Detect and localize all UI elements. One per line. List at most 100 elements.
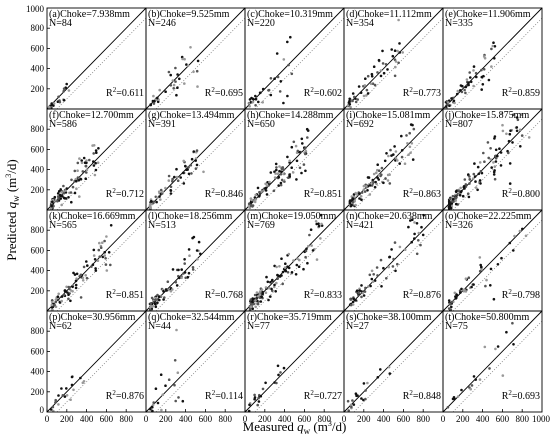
panel-n-count: N=421: [346, 220, 374, 231]
point: [253, 393, 256, 397]
point: [169, 189, 173, 192]
point: [492, 173, 496, 176]
point: [275, 166, 278, 169]
point: [527, 136, 531, 139]
point: [413, 237, 416, 240]
point: [277, 184, 281, 187]
point: [54, 298, 58, 302]
point: [467, 81, 470, 84]
point: [375, 171, 378, 175]
point: [317, 224, 321, 228]
panel-n-count: N=354: [346, 18, 374, 29]
point: [349, 303, 353, 307]
x-axis-label: Measured qw (m3/d): [243, 419, 347, 436]
point: [70, 200, 73, 204]
point: [467, 173, 470, 176]
point: [257, 400, 261, 403]
point: [169, 192, 173, 195]
panel-frame: [442, 310, 543, 413]
point: [155, 200, 158, 204]
point: [149, 200, 153, 203]
point: [51, 200, 54, 204]
point: [65, 394, 69, 397]
point: [375, 266, 379, 269]
point: [394, 60, 398, 63]
point: [279, 183, 283, 187]
point: [370, 184, 374, 187]
point: [259, 91, 262, 95]
point: [174, 66, 177, 70]
point: [376, 376, 380, 379]
panel-n-count: N=565: [49, 220, 77, 231]
point: [62, 87, 66, 90]
data-points: [248, 213, 324, 312]
point: [347, 409, 351, 412]
point: [361, 291, 365, 295]
point: [104, 263, 108, 266]
data-points: [49, 144, 100, 211]
point: [494, 157, 498, 160]
point: [471, 177, 475, 180]
point: [88, 158, 91, 162]
point: [195, 149, 199, 152]
point: [176, 179, 180, 182]
point: [191, 268, 195, 271]
point: [505, 330, 508, 334]
point: [164, 90, 167, 93]
point: [156, 96, 159, 100]
point: [261, 387, 265, 391]
point: [381, 62, 385, 65]
point: [371, 82, 375, 85]
point: [478, 179, 482, 182]
point: [291, 171, 295, 174]
point: [273, 77, 276, 80]
point: [398, 162, 402, 165]
point: [380, 166, 384, 170]
point: [254, 94, 257, 98]
point: [295, 178, 298, 181]
point: [489, 158, 493, 161]
point: [346, 399, 350, 403]
identity-line: [244, 7, 345, 110]
point: [57, 403, 60, 406]
x-tick-label: 0: [45, 414, 50, 424]
point: [306, 261, 309, 265]
point: [186, 64, 190, 67]
point: [65, 82, 68, 86]
point: [248, 403, 251, 407]
point: [519, 145, 522, 148]
point: [258, 290, 262, 293]
panel-title: (k)Choke=16.669mm: [49, 211, 136, 222]
point: [167, 70, 171, 74]
point: [354, 299, 358, 302]
x-tick-label: 200: [456, 414, 470, 424]
point: [496, 345, 500, 348]
point: [507, 151, 510, 155]
point: [398, 42, 401, 45]
point: [476, 165, 480, 169]
panel-r2-label: R2=0.693: [502, 389, 540, 402]
y-tick-label: 200: [31, 185, 45, 195]
point: [103, 251, 106, 254]
point: [167, 174, 171, 178]
point: [257, 100, 260, 104]
point: [171, 268, 175, 271]
point: [483, 56, 487, 60]
point: [368, 193, 372, 196]
point: [364, 397, 367, 401]
point: [393, 49, 397, 52]
point: [493, 45, 497, 48]
point: [320, 222, 323, 226]
panel-title: (p)Choke=30.956mm: [49, 312, 136, 323]
point: [188, 254, 191, 257]
point: [387, 154, 390, 158]
point: [292, 259, 295, 262]
point: [396, 159, 399, 162]
point: [82, 156, 86, 160]
point: [75, 179, 78, 183]
point: [187, 172, 191, 176]
